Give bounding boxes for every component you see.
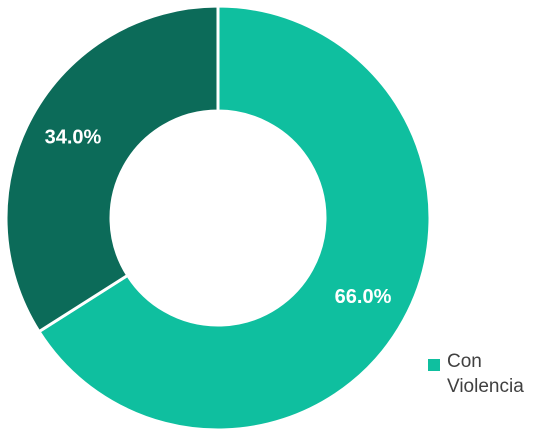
legend-label-con-violencia: Con Violencia [447,351,524,397]
slice-value-label-1: 66.0% [335,286,392,308]
donut-slices [4,4,432,431]
legend-swatch-con-violencia [428,359,440,371]
donut-slice-1 [36,4,432,431]
slice-value-label-2: 34.0% [45,127,102,149]
slice-labels: 66.0% 34.0% [45,127,392,308]
donut-slice-2 [4,4,220,334]
